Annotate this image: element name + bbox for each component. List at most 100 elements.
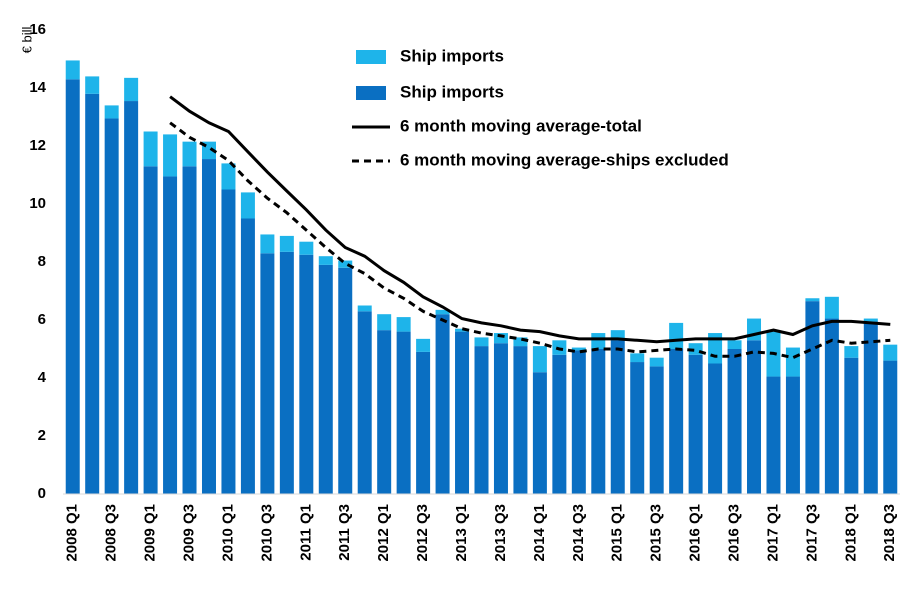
x-tick-label: 2017 Q1 [764,504,781,562]
bar [669,322,684,349]
bar [260,253,275,494]
bar [240,192,255,219]
bar [785,347,800,377]
x-tick-label: 2015 Q1 [609,504,626,562]
legend-label: Ship imports [400,82,504,101]
bar [182,141,197,167]
line-series [169,121,891,360]
bar [338,260,353,268]
bar [630,353,645,363]
y-tick-label: 2 [38,427,46,444]
bar [766,376,781,494]
bar [493,333,508,344]
bar [513,346,528,494]
bar [610,330,625,341]
bar [279,251,294,494]
bar [240,218,255,494]
x-tick-label: 2011 Q1 [297,504,314,561]
bar [649,366,664,494]
y-tick-label: 4 [38,369,47,386]
bar [727,340,742,349]
bar [163,134,178,177]
bar [318,264,333,494]
bar [182,166,197,495]
bar [124,101,139,495]
bar [844,346,859,358]
bar [863,321,878,494]
bar [357,311,372,494]
bar [610,340,625,494]
legend-swatch [356,86,386,100]
bar [474,346,489,494]
y-axis-label: € bill [19,27,34,54]
x-tick-label: 2012 Q1 [375,504,392,562]
y-tick-label: 14 [29,79,46,96]
y-tick-label: 6 [38,311,46,328]
bar [377,314,392,331]
bar [571,347,586,351]
bar [201,159,216,495]
bar [435,314,450,494]
bar [493,343,508,494]
x-tick-label: 2018 Q3 [881,504,898,562]
bar [299,254,314,494]
x-tick-label: 2016 Q3 [726,504,743,562]
x-tick-label: 2008 Q1 [64,504,81,562]
x-tick-label: 2008 Q3 [103,504,120,562]
bar [883,344,898,361]
bar [396,331,411,494]
legend-label: Ship imports [400,46,504,65]
x-tick-label: 2015 Q3 [648,504,665,562]
bar [513,337,528,347]
x-tick-label: 2011 Q3 [336,504,353,561]
bar [416,338,431,352]
x-tick-label: 2013 Q1 [453,504,470,562]
bar [221,163,236,190]
bar [708,363,723,494]
x-tick-label: 2014 Q3 [570,504,587,562]
bar [163,176,178,494]
bar [805,301,820,494]
bar [474,337,489,347]
bar [104,105,119,119]
bar [124,77,139,102]
bar [143,131,158,167]
bar [85,76,100,94]
bar [630,362,645,494]
bar [279,235,294,252]
bar [104,118,119,494]
bar [883,360,898,494]
bar [591,333,606,349]
x-tick-label: 2009 Q1 [142,504,159,562]
bar [338,267,353,494]
x-tick-label: 2009 Q3 [180,504,197,562]
bar [85,93,100,495]
bar [649,357,664,367]
legend-label: 6 month moving average-total [400,116,642,135]
bar [299,241,314,255]
bar [455,331,470,494]
x-tick-label: 2016 Q1 [687,504,704,562]
legend-label: 6 month moving average-ships excluded [400,150,729,169]
y-tick-label: 16 [29,21,46,38]
bar [143,166,158,495]
bar [532,372,547,494]
y-tick-label: 8 [38,253,46,270]
bar [824,296,839,319]
bar [532,346,547,373]
bar [571,350,586,494]
bar [844,357,859,494]
bar [260,234,275,254]
bar [727,349,742,494]
x-tick-label: 2010 Q1 [219,504,236,562]
y-tick-label: 0 [38,485,46,502]
legend-swatch [356,50,386,64]
bar [65,79,80,495]
bar [688,354,703,494]
bar [785,376,800,494]
bar [65,60,80,80]
y-tick-label: 10 [29,195,46,212]
x-tick-label: 2010 Q3 [258,504,275,562]
bar [357,305,372,312]
bar [591,349,606,494]
